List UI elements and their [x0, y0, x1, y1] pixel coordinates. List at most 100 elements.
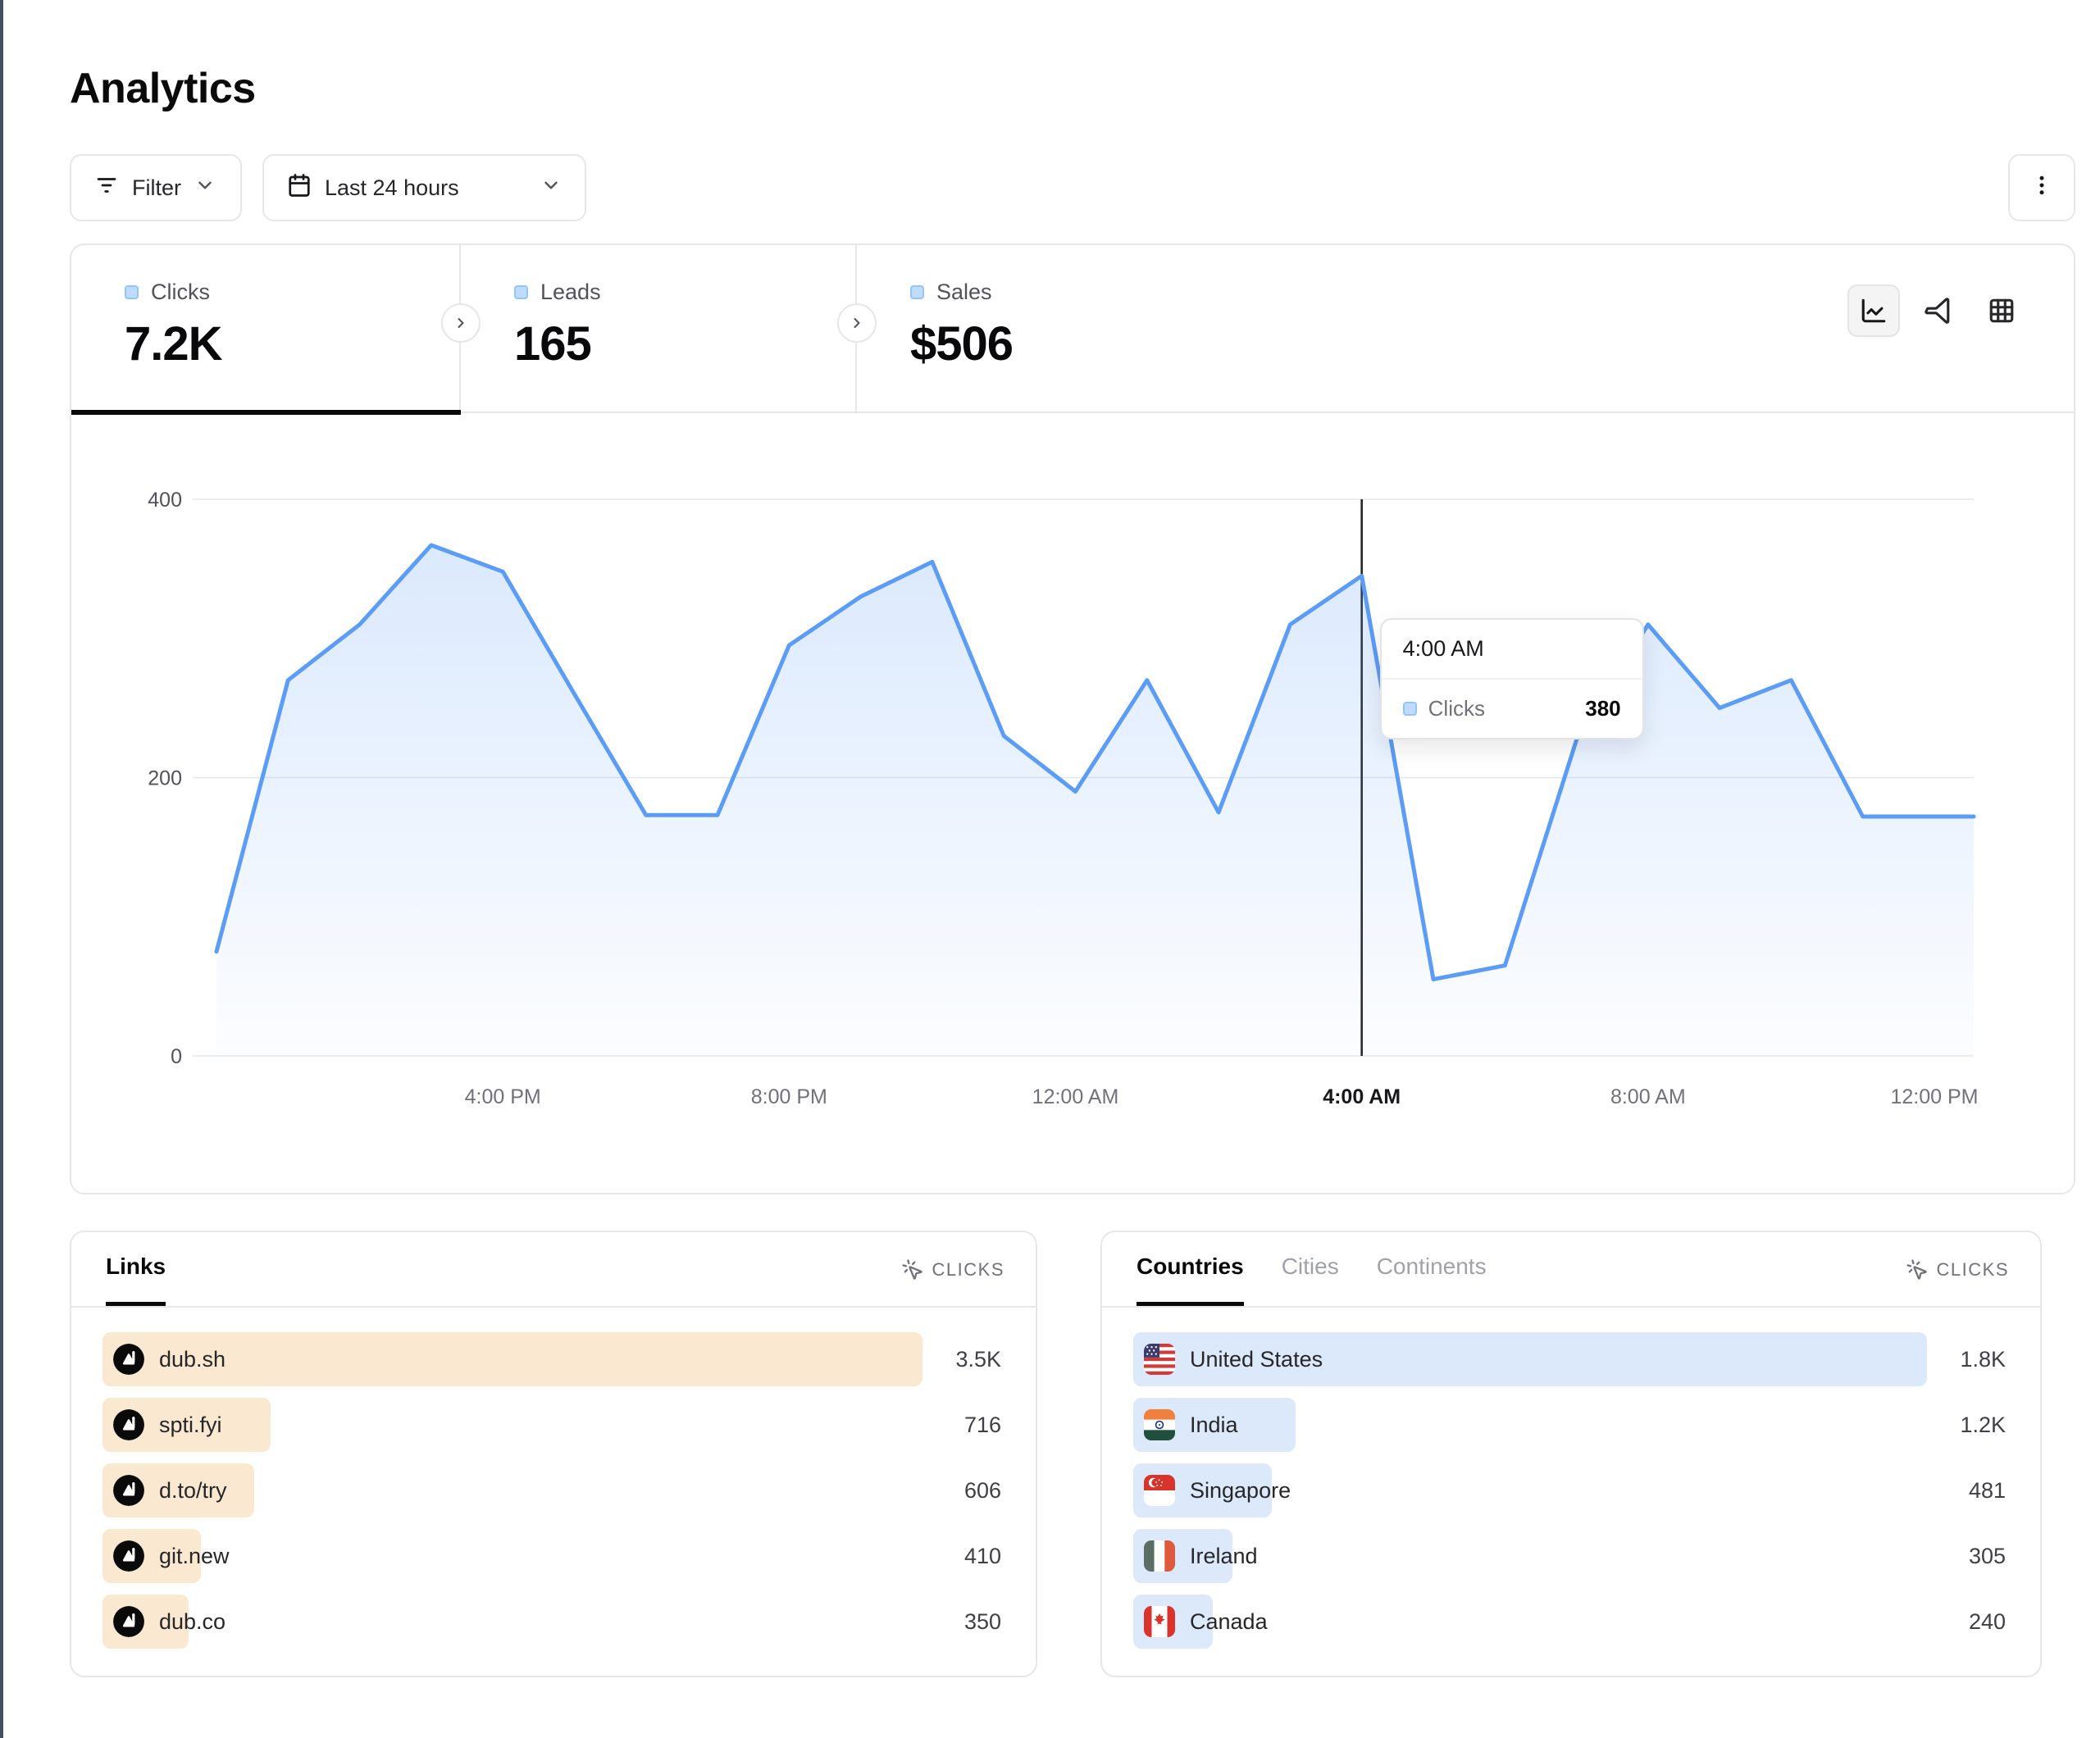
stat-label: Leads [540, 280, 601, 304]
tooltip-time: 4:00 AM [1381, 620, 1642, 680]
links-panel: Links CLICKS dub.sh 3.5K [70, 1231, 1037, 1677]
row-label: Canada [1190, 1608, 1268, 1634]
stat-value: 165 [514, 317, 592, 371]
dub-logo-icon [113, 1540, 144, 1572]
dub-logo-icon [113, 1606, 144, 1637]
value-bar [1133, 1332, 1927, 1386]
tab-countries[interactable]: Countries [1137, 1253, 1244, 1306]
funnel-icon [1925, 298, 1950, 324]
clicks-time-series-chart[interactable]: 0 200 400 4:00 PM 8:00 PM 12:00 AM 4:00 AM 8:00… [71, 413, 2075, 1194]
stat-label: Clicks [151, 280, 210, 304]
stat-tab-clicks[interactable]: Clicks 7.2K [71, 245, 461, 415]
funnel-view-button[interactable] [1911, 284, 1964, 337]
clicks-line [214, 543, 1976, 982]
tooltip-value: 380 [1585, 696, 1621, 721]
filter-button-label: Filter [132, 175, 181, 200]
page-title: Analytics [70, 65, 256, 112]
tooltip-series-label: Clicks [1428, 696, 1485, 721]
links-metric-selector[interactable]: CLICKS [901, 1253, 1004, 1281]
y-axis-tick-label: 400 [148, 489, 182, 512]
links-panel-header: Links CLICKS [71, 1232, 1036, 1308]
row-value: 240 [1968, 1608, 2006, 1634]
row-label: spti.fyi [159, 1412, 222, 1437]
country-row[interactable]: Ireland 305 [1133, 1529, 2006, 1583]
filter-icon [94, 173, 119, 203]
sales-legend-square [910, 285, 924, 299]
line-chart-icon [1861, 298, 1886, 323]
flag-icon-ie [1144, 1540, 1175, 1572]
row-value: 606 [963, 1477, 1001, 1503]
row-label: d.to/try [159, 1477, 227, 1503]
date-range-button[interactable]: Last 24 hours [262, 154, 586, 221]
analytics-card: Clicks 7.2K Leads 165 Sales $506 [70, 243, 2075, 1194]
cursor-click-icon [1906, 1259, 1927, 1280]
flag-icon-ca [1144, 1606, 1175, 1637]
x-axis-tick-label: 12:00 AM [1032, 1085, 1119, 1108]
link-row[interactable]: dub.sh 3.5K [102, 1332, 1001, 1386]
link-row[interactable]: git.new 410 [102, 1529, 1001, 1583]
row-label: dub.sh [159, 1346, 226, 1372]
stat-value: $506 [910, 317, 1014, 371]
clicks-area-fill [216, 545, 1974, 1056]
geo-row-list: United States 1.8K India 1.2K Sing [1102, 1308, 2040, 1649]
link-row[interactable]: spti.fyi 716 [102, 1398, 1001, 1452]
row-label: Singapore [1190, 1477, 1291, 1503]
leads-legend-square [514, 285, 528, 299]
country-row[interactable]: Canada 240 [1133, 1595, 2006, 1649]
tab-cities[interactable]: Cities [1281, 1253, 1339, 1279]
y-axis-tick-label: 200 [148, 767, 182, 790]
kebab-menu-icon [2029, 173, 2054, 203]
links-metric-label: CLICKS [932, 1259, 1004, 1280]
row-value: 1.2K [1960, 1412, 2006, 1437]
row-value: 350 [963, 1608, 1001, 1634]
geo-metric-label: CLICKS [1936, 1259, 2009, 1280]
stat-tab-sales[interactable]: Sales $506 [857, 245, 1250, 413]
chart-type-switcher [1847, 284, 2028, 337]
calendar-icon [287, 173, 312, 203]
chevron-down-icon [540, 175, 562, 202]
stat-tab-leads[interactable]: Leads 165 [461, 245, 857, 413]
x-axis-tick-label: 12:00 PM [1890, 1085, 1978, 1108]
stat-label: Sales [936, 280, 992, 304]
active-tab-underline [1137, 1302, 1244, 1306]
row-label: git.new [159, 1543, 230, 1568]
filter-button[interactable]: Filter [70, 154, 242, 221]
country-row[interactable]: Singapore 481 [1133, 1463, 2006, 1517]
row-value: 305 [1968, 1543, 2006, 1568]
line-chart-view-button[interactable] [1847, 284, 1900, 337]
x-axis-tick-label: 4:00 PM [465, 1085, 541, 1108]
stat-value: 7.2K [125, 317, 223, 371]
tab-links[interactable]: Links [106, 1253, 166, 1306]
active-tab-underline [106, 1302, 166, 1306]
grid-table-icon [1989, 298, 2014, 323]
dub-logo-icon [113, 1409, 144, 1440]
dub-logo-icon [113, 1475, 144, 1506]
link-row[interactable]: dub.co 350 [102, 1595, 1001, 1649]
geo-panel: Countries Cities Continents CLICKS Unite… [1100, 1231, 2042, 1677]
row-value: 1.8K [1960, 1346, 2006, 1372]
tab-continents[interactable]: Continents [1376, 1253, 1487, 1279]
row-label: India [1190, 1412, 1238, 1437]
links-row-list: dub.sh 3.5K spti.fyi 716 [71, 1308, 1036, 1649]
country-row[interactable]: United States 1.8K [1133, 1332, 2006, 1386]
x-axis-tick-label: 8:00 PM [751, 1085, 827, 1108]
toolbar: Filter Last 24 hours [70, 154, 2075, 223]
geo-metric-selector[interactable]: CLICKS [1906, 1253, 2009, 1281]
stats-row: Clicks 7.2K Leads 165 Sales $506 [71, 245, 2074, 415]
dub-logo-icon [113, 1344, 144, 1375]
more-options-button[interactable] [2008, 154, 2075, 221]
chevron-down-icon [194, 175, 216, 202]
expand-leads-button[interactable] [441, 303, 481, 343]
row-label: Ireland [1190, 1543, 1258, 1568]
row-value: 410 [963, 1543, 1001, 1568]
area-chart-canvas[interactable]: 0 200 400 4:00 PM 8:00 PM 12:00 AM 4:00 AM 8:00… [71, 413, 2075, 1194]
country-row[interactable]: India 1.2K [1133, 1398, 2006, 1452]
tooltip-legend-square [1402, 702, 1417, 716]
table-view-button[interactable] [1975, 284, 2028, 337]
expand-sales-button[interactable] [837, 303, 877, 343]
active-tab-indicator [71, 410, 461, 415]
y-axis-tick-label: 0 [171, 1045, 182, 1068]
flag-icon-in [1144, 1409, 1175, 1440]
link-row[interactable]: d.to/try 606 [102, 1463, 1001, 1517]
